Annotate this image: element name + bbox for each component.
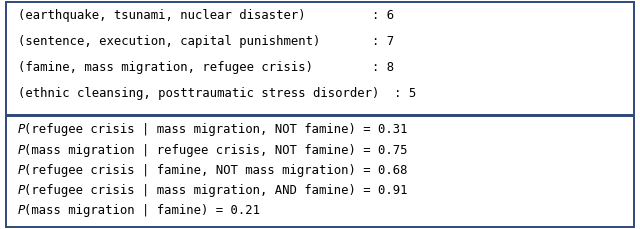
Text: (ethnic cleansing, posttraumatic stress disorder)  : 5: (ethnic cleansing, posttraumatic stress … [18,87,416,100]
Text: (mass migration | famine) = 0.21: (mass migration | famine) = 0.21 [24,204,260,217]
Text: (sentence, execution, capital punishment)       : 7: (sentence, execution, capital punishment… [18,35,394,48]
Text: (refugee crisis | famine, NOT mass migration) = 0.68: (refugee crisis | famine, NOT mass migra… [24,164,407,177]
Text: P: P [18,144,26,157]
Text: P: P [18,164,26,177]
Text: (refugee crisis | mass migration, NOT famine) = 0.31: (refugee crisis | mass migration, NOT fa… [24,123,407,136]
Text: (famine, mass migration, refugee crisis)        : 8: (famine, mass migration, refugee crisis)… [18,61,394,74]
Text: (mass migration | refugee crisis, NOT famine) = 0.75: (mass migration | refugee crisis, NOT fa… [24,144,407,157]
Text: (earthquake, tsunami, nuclear disaster)         : 6: (earthquake, tsunami, nuclear disaster) … [18,9,394,22]
Text: P: P [18,184,26,197]
FancyBboxPatch shape [6,116,634,227]
FancyBboxPatch shape [6,2,634,114]
Text: (refugee crisis | mass migration, AND famine) = 0.91: (refugee crisis | mass migration, AND fa… [24,184,407,197]
Text: P: P [18,123,26,136]
Text: P: P [18,204,26,217]
